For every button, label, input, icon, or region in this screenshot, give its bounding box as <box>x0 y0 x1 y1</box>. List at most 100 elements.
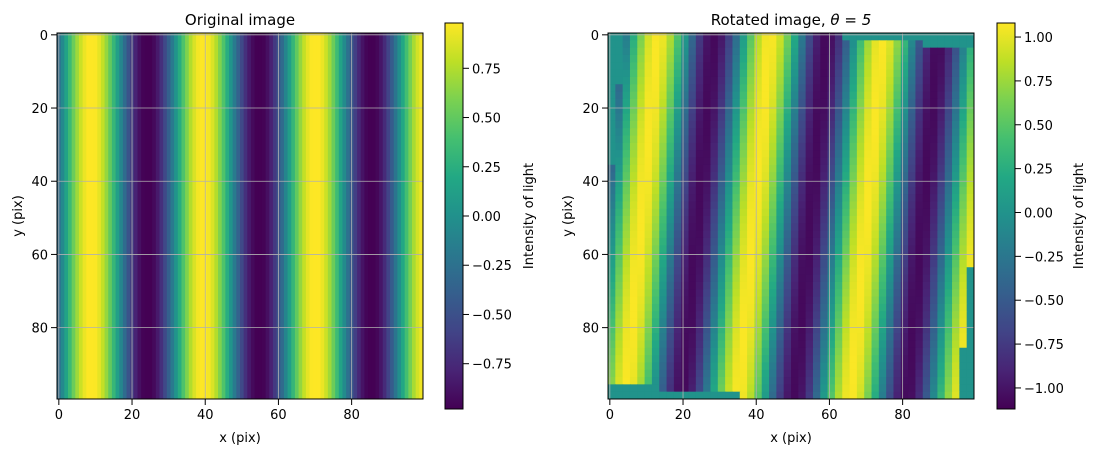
pixel <box>930 281 938 290</box>
pixel <box>952 186 960 195</box>
pixel <box>812 54 821 63</box>
pixel <box>798 289 807 298</box>
pixel <box>688 208 697 217</box>
pixel <box>710 40 719 49</box>
pixel <box>637 259 646 268</box>
pixel <box>783 391 792 399</box>
pixel <box>688 157 697 166</box>
pixel <box>827 252 836 261</box>
pixel <box>681 69 690 78</box>
pixel <box>725 62 734 71</box>
pixel <box>944 179 953 188</box>
pixel <box>908 377 917 385</box>
pixel <box>644 340 653 349</box>
pixel <box>878 216 887 224</box>
pixel <box>688 164 697 173</box>
pixel <box>644 391 653 399</box>
pixel <box>937 84 946 93</box>
pixel <box>651 355 660 363</box>
pixel <box>769 303 777 312</box>
pixel <box>659 113 668 122</box>
pixel <box>651 325 660 334</box>
pixel <box>944 69 953 78</box>
pixel <box>651 40 660 49</box>
pixel <box>966 208 974 217</box>
pixel <box>717 201 726 210</box>
pixel <box>937 142 946 151</box>
pixel <box>732 377 741 385</box>
pixel <box>629 318 638 327</box>
pixel <box>725 208 734 217</box>
pixel <box>651 362 660 371</box>
pixel <box>739 54 748 63</box>
pixel <box>608 267 616 276</box>
pixel <box>717 98 726 107</box>
pixel <box>937 369 946 378</box>
pixel <box>827 267 836 276</box>
pixel <box>856 318 865 327</box>
pixel <box>754 245 763 254</box>
pixel <box>820 113 829 122</box>
pixel <box>812 208 821 217</box>
pixel <box>637 62 646 71</box>
pixel <box>966 33 974 41</box>
pixel <box>791 223 799 232</box>
pixel <box>725 230 734 239</box>
pixel <box>922 98 931 107</box>
pixel <box>695 179 704 188</box>
pixel <box>908 135 917 144</box>
pixel <box>644 157 653 166</box>
pixel <box>659 340 668 349</box>
pixel <box>673 186 682 195</box>
pixel <box>791 113 799 122</box>
pixel <box>864 157 873 166</box>
pixel <box>827 69 836 78</box>
pixel <box>615 54 624 63</box>
pixel-column <box>93 33 98 399</box>
pixel <box>776 325 785 334</box>
pixel <box>659 157 668 166</box>
pixel <box>952 62 960 71</box>
pixel <box>878 318 887 327</box>
pixel <box>834 274 843 283</box>
pixel <box>893 259 902 268</box>
pixel <box>666 369 675 378</box>
pixel <box>893 289 902 298</box>
pixel <box>842 325 851 334</box>
pixel <box>915 201 924 210</box>
pixel <box>695 267 704 276</box>
pixel <box>725 142 734 151</box>
pixel <box>849 54 858 63</box>
pixel <box>930 164 938 173</box>
pixel <box>629 303 638 312</box>
pixel <box>856 40 865 49</box>
pixel <box>739 333 748 342</box>
pixel <box>820 281 829 290</box>
pixel <box>952 40 960 49</box>
pixel <box>739 179 748 188</box>
pixel <box>922 355 931 363</box>
pixel <box>966 391 974 399</box>
pixel <box>834 186 843 195</box>
pixel <box>893 84 902 93</box>
pixel <box>966 267 974 276</box>
pixel <box>747 333 755 342</box>
pixel <box>937 76 946 85</box>
pixel <box>893 47 902 56</box>
y-tick-label: 0 <box>591 29 599 44</box>
pixel <box>864 252 873 261</box>
pixel <box>651 274 660 283</box>
pixel <box>629 135 638 144</box>
pixel-column <box>379 33 384 399</box>
pixel <box>747 384 755 393</box>
pixel <box>608 84 616 93</box>
pixel <box>622 91 631 100</box>
pixel <box>644 267 653 276</box>
pixel <box>842 369 851 378</box>
pixel <box>732 340 741 349</box>
pixel <box>856 76 865 85</box>
pixel <box>930 150 938 159</box>
pixel <box>878 201 887 210</box>
pixel <box>644 377 653 385</box>
